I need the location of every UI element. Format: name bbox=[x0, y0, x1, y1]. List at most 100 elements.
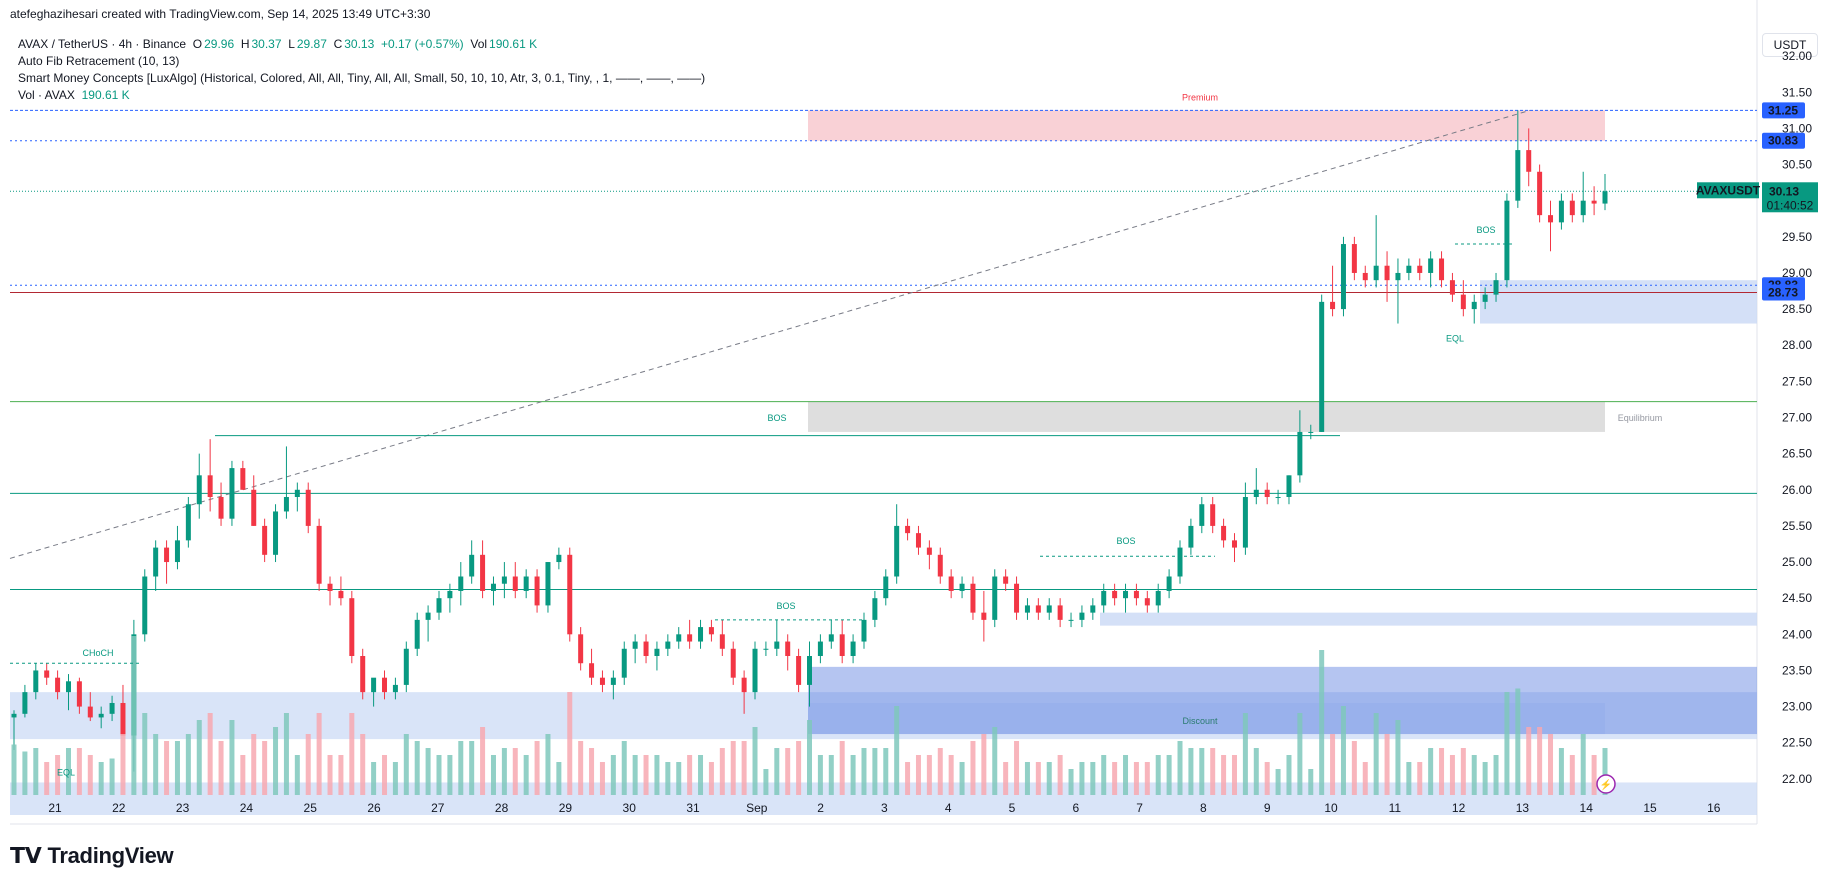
volume-bar bbox=[970, 741, 976, 795]
volume-bar bbox=[327, 755, 333, 795]
volume-bar bbox=[153, 734, 159, 795]
volume-bar bbox=[1493, 755, 1499, 795]
candle-body bbox=[109, 702, 115, 714]
volume-bar bbox=[392, 762, 398, 795]
candle-body bbox=[501, 576, 507, 584]
legend-h-label: H bbox=[240, 37, 250, 51]
candle-body bbox=[1101, 590, 1107, 606]
x-tick-label: 2 bbox=[817, 801, 824, 815]
currency-selector[interactable]: USDT bbox=[1762, 33, 1818, 57]
price-label-box bbox=[1762, 284, 1805, 301]
volume-bar bbox=[1504, 692, 1510, 795]
volume-bar bbox=[55, 755, 61, 795]
candle-body bbox=[1210, 504, 1216, 526]
legend-vol-indicator[interactable]: Vol · AVAX 190.61 K bbox=[18, 87, 705, 104]
volume-bar bbox=[610, 755, 616, 795]
candle-body bbox=[1253, 489, 1259, 497]
volume-bar bbox=[1558, 748, 1564, 795]
price-label-text: 30.83 bbox=[1768, 134, 1798, 148]
volume-bar bbox=[1123, 755, 1129, 795]
volume-bar bbox=[1166, 755, 1172, 795]
x-tick-label: 21 bbox=[48, 801, 62, 815]
candle-body bbox=[1351, 244, 1357, 273]
candle-body bbox=[534, 576, 540, 606]
volume-bar bbox=[1264, 762, 1270, 795]
volume-bar bbox=[218, 741, 224, 795]
volume-bar bbox=[512, 748, 518, 795]
volume-bar bbox=[403, 734, 409, 795]
volume-bar bbox=[1439, 748, 1445, 795]
candle-body bbox=[610, 677, 616, 685]
volume-bar bbox=[523, 755, 529, 795]
volume-bar bbox=[1330, 734, 1336, 795]
candle-body bbox=[556, 554, 562, 563]
volume-bar bbox=[469, 741, 475, 795]
legend-vol: 190.61 K bbox=[489, 37, 538, 51]
volume-bar bbox=[305, 734, 311, 795]
candle-body bbox=[741, 677, 747, 693]
x-tick-label: 6 bbox=[1072, 801, 1079, 815]
candle-body bbox=[1024, 605, 1030, 613]
volume-bar bbox=[480, 727, 486, 795]
volume-bar bbox=[763, 769, 769, 795]
y-tick-label: 30.50 bbox=[1782, 158, 1812, 172]
candle-body bbox=[1003, 576, 1009, 584]
candle-body bbox=[196, 475, 202, 505]
price-label-box bbox=[1762, 132, 1805, 149]
candle-body bbox=[76, 681, 82, 707]
lightning-glyph: ⚡ bbox=[1600, 778, 1612, 791]
legend-vol-row-label: Vol · AVAX bbox=[18, 88, 75, 102]
legend-fib-indicator[interactable]: Auto Fib Retracement (10, 13) bbox=[18, 54, 180, 68]
legend-symbol: AVAX / TetherUS · 4h · Binance bbox=[18, 37, 187, 51]
volume-bar bbox=[185, 734, 191, 795]
x-tick-label: 7 bbox=[1136, 801, 1143, 815]
volume-bar bbox=[1319, 650, 1325, 795]
candle-body bbox=[1177, 547, 1183, 577]
candle-body bbox=[185, 504, 191, 541]
y-tick-label: 29.50 bbox=[1782, 230, 1812, 244]
candle-body bbox=[1035, 605, 1041, 613]
volume-bar bbox=[1373, 713, 1379, 795]
order-block-mid bbox=[1100, 612, 1757, 626]
volume-bar bbox=[349, 713, 355, 795]
volume-bar bbox=[1177, 741, 1183, 795]
volume-bar bbox=[414, 741, 420, 795]
candle-body bbox=[894, 525, 900, 577]
candle-body bbox=[643, 641, 649, 656]
candle-body bbox=[1319, 301, 1325, 432]
y-tick-label: 26.50 bbox=[1782, 447, 1812, 461]
volume-bar bbox=[894, 706, 900, 795]
candle-body bbox=[1460, 294, 1466, 310]
logo-text: TradingView bbox=[47, 843, 174, 868]
candle-body bbox=[1537, 171, 1543, 216]
volume-bar bbox=[1482, 762, 1488, 795]
tradingview-logo: 𝗧𝗩 TradingView bbox=[10, 843, 174, 869]
volume-bar bbox=[316, 713, 322, 795]
legend-smc-indicator[interactable]: Smart Money Concepts [LuxAlgo] (Historic… bbox=[18, 71, 706, 85]
candle-body bbox=[1144, 598, 1150, 606]
candle-body bbox=[1090, 605, 1096, 613]
candle-body bbox=[207, 475, 213, 497]
y-tick-label: 25.50 bbox=[1782, 519, 1812, 533]
volume-bar bbox=[360, 734, 366, 795]
volume-bar bbox=[1417, 762, 1423, 795]
candle-body bbox=[1558, 200, 1564, 223]
candle-body bbox=[839, 634, 845, 656]
candle-body bbox=[708, 627, 714, 635]
candle-body bbox=[752, 648, 758, 693]
candle-body bbox=[1493, 280, 1499, 295]
legend-c-label: C bbox=[333, 37, 343, 51]
candle-body bbox=[436, 598, 442, 613]
x-tick-label: 8 bbox=[1200, 801, 1207, 815]
volume-bar bbox=[1155, 755, 1161, 795]
candle-body bbox=[1068, 619, 1074, 621]
volume-bar bbox=[142, 713, 148, 795]
x-tick-label: 10 bbox=[1324, 801, 1338, 815]
volume-bar bbox=[719, 748, 725, 795]
x-tick-label: 25 bbox=[304, 801, 318, 815]
volume-bar bbox=[828, 755, 834, 795]
candle-body bbox=[654, 648, 660, 656]
legend-change: +0.17 (+0.57%) bbox=[380, 37, 464, 51]
